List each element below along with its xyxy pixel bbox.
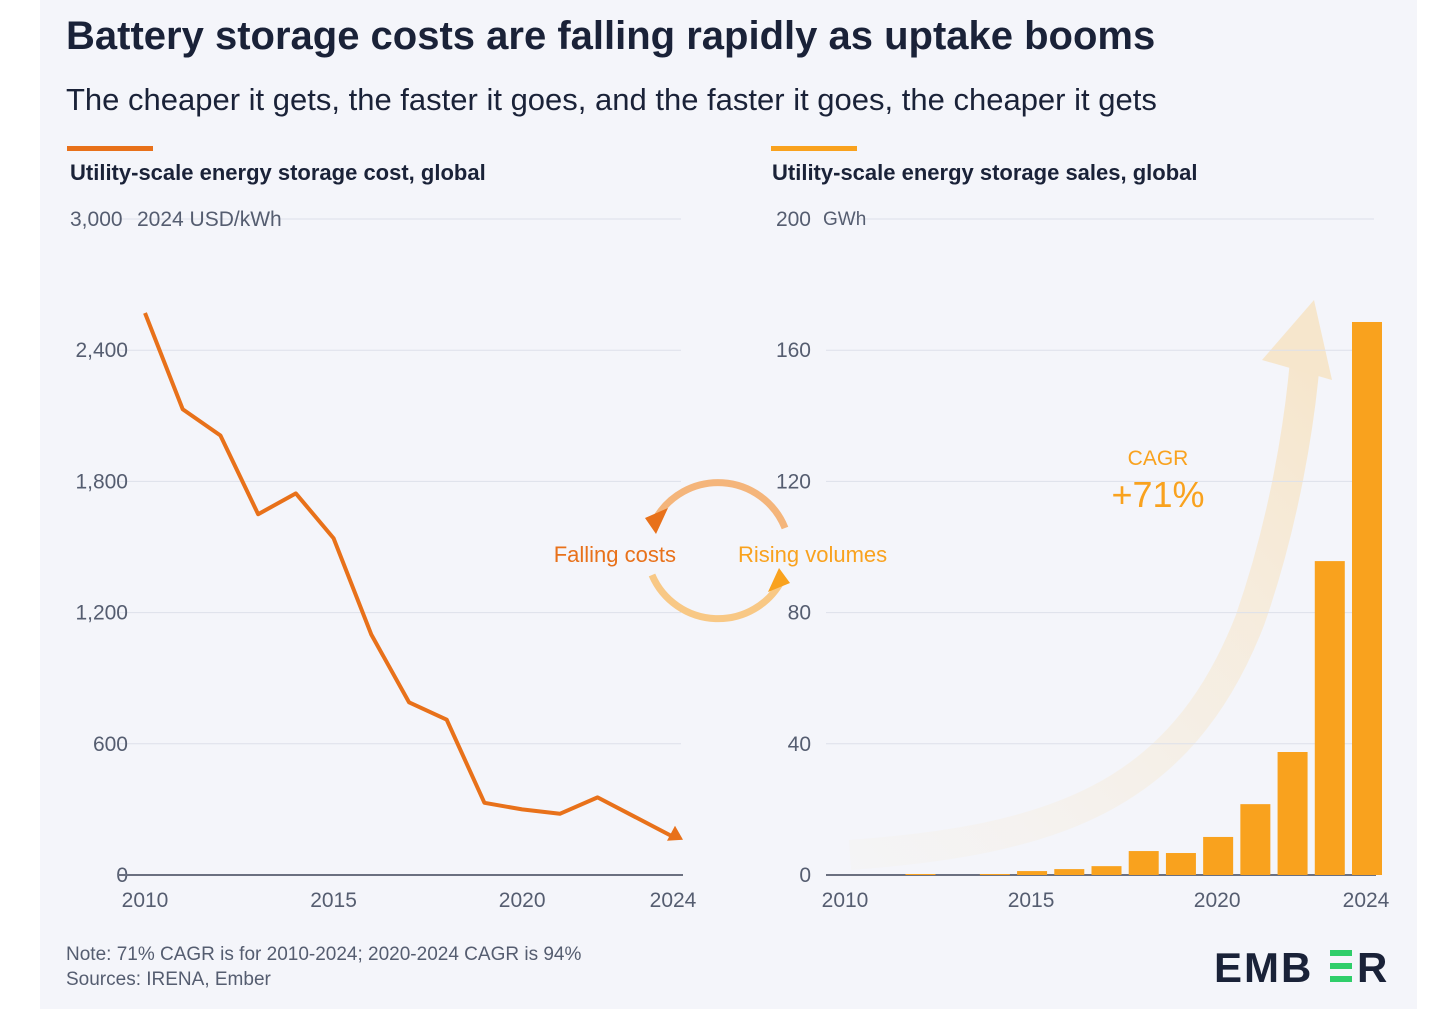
sales-bar [1017,871,1048,875]
chart-card [40,0,1417,1009]
y-tick-label: 120 [776,470,811,493]
x-tick-label: 2020 [499,889,546,912]
cost-accent-bar [67,146,153,151]
sales-bar [905,874,936,875]
svg-text:EMB: EMB [1214,944,1313,991]
x-tick-label: 2010 [122,889,169,912]
x-tick-label: 2024 [1343,889,1390,912]
sales-bar [1314,561,1345,875]
falling-costs-label: Falling costs [554,542,676,567]
cagr-value: +71% [1111,474,1204,515]
svg-text:R: R [1357,944,1387,991]
chart-subtitle: The cheaper it gets, the faster it goes,… [66,82,1157,117]
y-tick-label: 80 [788,602,811,625]
cagr-label: CAGR [1128,447,1189,470]
sales-bar [1277,752,1308,875]
sales-bar [1091,866,1122,875]
sources: Sources: IRENA, Ember [66,969,271,990]
chart-title: Battery storage costs are falling rapidl… [66,14,1156,58]
y-tick-label: 0 [799,864,811,887]
y-axis-unit: 2024 USD/kWh [137,208,282,231]
sales-bar [1054,869,1085,875]
cost-panel-title: Utility-scale energy storage cost, globa… [70,160,486,185]
x-tick-label: 2020 [1194,889,1241,912]
sales-bar [979,874,1010,875]
y-tick-label: 3,000 [70,208,123,231]
y-axis-unit: GWh [823,209,866,230]
x-tick-label: 2010 [822,889,869,912]
sales-bar [1128,851,1159,875]
y-tick-label: 600 [93,733,128,756]
sales-bar [1240,804,1271,875]
y-tick-label: 200 [776,208,811,231]
x-tick-label: 2015 [310,889,357,912]
sales-accent-bar [771,146,857,151]
y-tick-label: 2,400 [75,339,128,362]
growth-arrow [848,300,1332,870]
sales-panel-title: Utility-scale energy storage sales, glob… [772,160,1198,185]
x-tick-label: 2015 [1008,889,1055,912]
rising-volumes-label: Rising volumes [738,542,887,567]
cycle-icon [645,479,790,623]
y-tick-label: 40 [788,733,811,756]
sales-bar [1165,853,1196,875]
y-tick-label: 1,800 [75,470,128,493]
y-tick-label: 1,200 [75,602,128,625]
cost-line [143,312,674,839]
x-tick-label: 2024 [650,889,697,912]
ember-logo: EMB R [1214,944,1387,991]
y-tick-label: 160 [776,339,811,362]
line-end-arrow-icon [667,825,683,841]
sales-bar [1352,321,1382,875]
sales-bar [1203,836,1234,875]
note: Note: 71% CAGR is for 2010-2024; 2020-20… [66,944,582,965]
